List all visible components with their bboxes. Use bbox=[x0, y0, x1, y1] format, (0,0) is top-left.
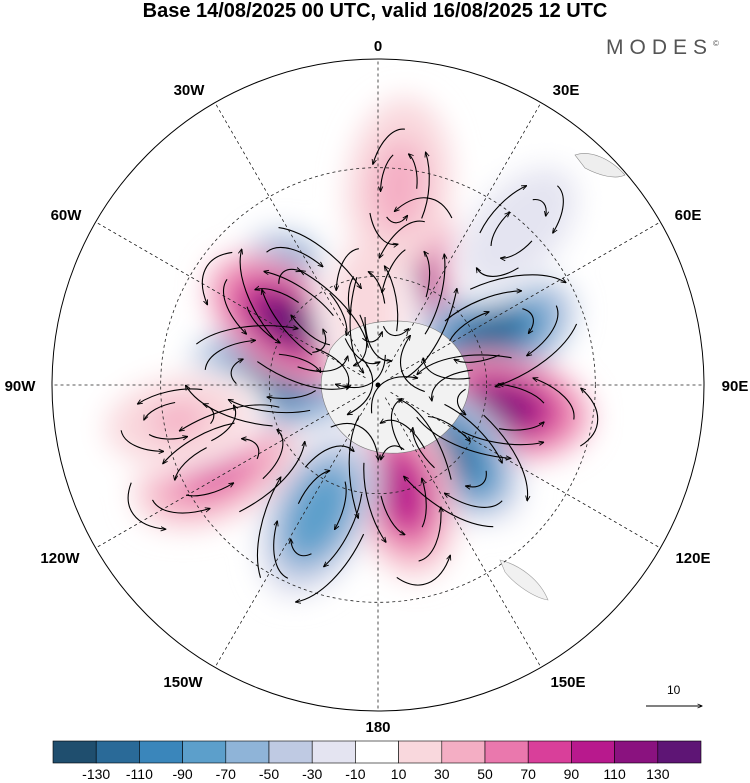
colorbar-swatch-4 bbox=[225, 740, 270, 764]
brand-mark: © bbox=[713, 39, 719, 48]
lon-label-30e: 30E bbox=[553, 82, 580, 99]
meridian-60 bbox=[390, 218, 667, 379]
colorbar-label: -110 bbox=[125, 766, 153, 782]
meridian-330 bbox=[211, 96, 372, 373]
colorbar-swatch-0 bbox=[52, 740, 97, 764]
wind-streamlines bbox=[120, 128, 599, 616]
colorbar-swatch-8 bbox=[398, 740, 443, 764]
colorbar-swatch-10 bbox=[484, 740, 529, 764]
brand-logo: MODES© bbox=[606, 36, 719, 60]
lon-label-90w: 90W bbox=[5, 378, 37, 395]
lon-label-90e: 90E bbox=[722, 378, 749, 395]
anomaly-center-12 bbox=[446, 153, 591, 305]
colorbar-swatch-2 bbox=[139, 740, 183, 764]
streamline-ring-4 bbox=[370, 350, 549, 528]
graticule bbox=[52, 59, 704, 711]
meridian-240 bbox=[89, 391, 366, 552]
meridian-210 bbox=[211, 397, 372, 674]
lon-label-30w: 30W bbox=[174, 82, 206, 99]
colorbar-label: -70 bbox=[215, 766, 236, 782]
lon-label-120e: 120E bbox=[675, 550, 710, 567]
lon-label-150e: 150E bbox=[550, 674, 585, 691]
streamline-ring-13 bbox=[120, 388, 240, 458]
map-border bbox=[51, 58, 705, 712]
colorbar bbox=[52, 740, 702, 764]
colorbar-label: -130 bbox=[82, 766, 111, 782]
colorbar-label: -90 bbox=[172, 766, 193, 782]
colorbar-swatch-3 bbox=[182, 740, 227, 764]
brand-name: MODES bbox=[606, 36, 714, 59]
colorbar-swatch-6 bbox=[311, 740, 356, 764]
streamline-ring-3 bbox=[405, 354, 599, 473]
colorbar-label: 30 bbox=[434, 766, 450, 782]
colorbar-swatch-9 bbox=[441, 740, 486, 764]
anomaly-center-6 bbox=[257, 428, 380, 598]
streamline-ring-9 bbox=[201, 251, 369, 414]
streamline-ring-1 bbox=[349, 197, 479, 379]
latitude-circle-60 bbox=[160, 167, 596, 603]
anomaly-center-11 bbox=[345, 97, 452, 277]
latitude-circle-30 bbox=[268, 275, 488, 495]
lon-label-180: 180 bbox=[365, 719, 390, 736]
colorbar-label: 90 bbox=[563, 766, 580, 782]
streamline-ring-6 bbox=[256, 423, 404, 616]
anomaly-center-13 bbox=[89, 366, 268, 475]
lon-label-60w: 60W bbox=[51, 207, 83, 224]
colorbar-swatch-13 bbox=[614, 740, 659, 764]
colorbar-label: 50 bbox=[477, 766, 493, 782]
lon-label-120w: 120W bbox=[40, 550, 80, 567]
colorbar-label: 130 bbox=[646, 766, 670, 782]
streamline-ring-11 bbox=[369, 128, 430, 247]
map-title: Base 14/08/2025 00 UTC, valid 16/08/2025… bbox=[142, 0, 608, 22]
lon-label-0: 0 bbox=[374, 38, 382, 55]
lon-label-150w: 150W bbox=[163, 674, 203, 691]
streamline-ring-2 bbox=[400, 274, 578, 393]
meridian-150 bbox=[384, 397, 545, 674]
streamline-ring-10 bbox=[331, 248, 399, 367]
meridian-30 bbox=[384, 96, 545, 373]
antarctica-land bbox=[320, 153, 626, 601]
colorbar-swatch-5 bbox=[268, 740, 313, 764]
colorbar-swatch-1 bbox=[95, 740, 140, 764]
lon-label-60e: 60E bbox=[675, 207, 702, 224]
south-pole-marker bbox=[375, 382, 381, 388]
colorbar-label: 10 bbox=[390, 766, 407, 782]
streamline-ring-7 bbox=[127, 404, 319, 556]
streamline-ring-12 bbox=[457, 166, 564, 277]
meridian-120 bbox=[390, 391, 667, 552]
colorbar-label: -50 bbox=[258, 766, 280, 782]
reference-vector-label: 10 bbox=[667, 683, 681, 697]
colorbar-swatch-14 bbox=[657, 740, 702, 764]
colorbar-label: -30 bbox=[302, 766, 323, 782]
colorbar-label: 70 bbox=[520, 766, 536, 782]
colorbar-swatch-7 bbox=[355, 740, 399, 764]
colorbar-swatch-12 bbox=[571, 740, 615, 764]
colorbar-label: -10 bbox=[345, 766, 366, 782]
colorbar-swatch-11 bbox=[527, 740, 572, 764]
meridian-300 bbox=[89, 218, 366, 379]
colorbar-label: 110 bbox=[603, 766, 626, 782]
